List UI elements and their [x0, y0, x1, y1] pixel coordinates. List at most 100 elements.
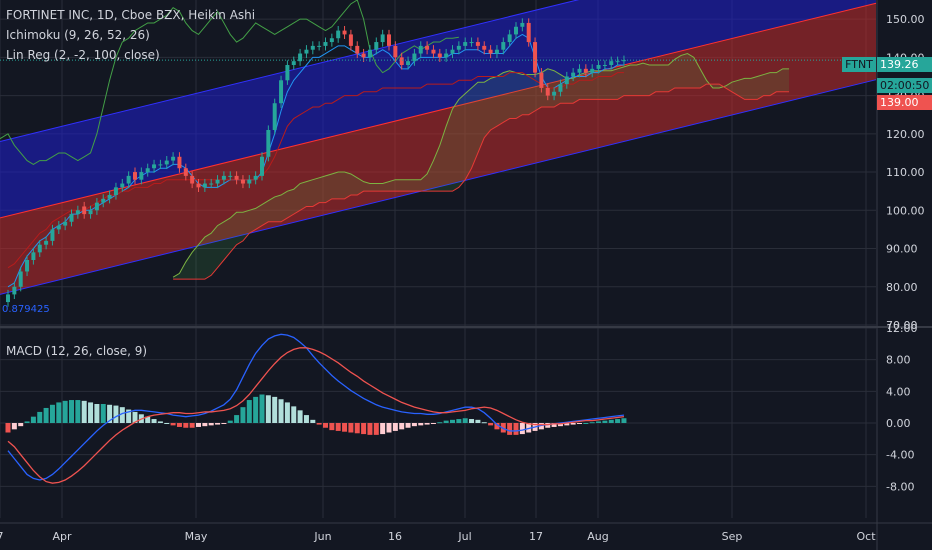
candle-body [507, 34, 512, 43]
macd-histogram-bar [259, 394, 265, 423]
candle-body [393, 45, 398, 58]
macd-histogram-bar [132, 411, 138, 423]
macd-histogram-bar [170, 423, 176, 426]
macd-histogram-bar [323, 423, 328, 428]
candle-body [272, 103, 277, 130]
macd-histogram-bar [577, 423, 582, 424]
candle-body [152, 164, 157, 169]
macd-histogram-bar [215, 423, 221, 425]
price-axis-label: 120.00 [886, 128, 925, 141]
candle-body [583, 68, 588, 73]
linreg-legend[interactable]: Lin Reg (2, -2, 100, close) [6, 48, 160, 62]
candle-body [126, 175, 131, 184]
macd-histogram-bar [564, 423, 570, 426]
level-tag: 139.00 [877, 95, 932, 110]
macd-histogram-bar [621, 418, 627, 423]
macd-histogram-bar [94, 404, 100, 423]
candle-body [291, 61, 296, 65]
macd-histogram-bar [227, 420, 233, 423]
candle-body [609, 61, 614, 65]
candle-body [406, 61, 411, 65]
macd-histogram-bar [615, 419, 621, 423]
candle-body [82, 206, 87, 215]
candle-body [177, 156, 182, 169]
macd-histogram-bar [75, 400, 81, 423]
candle-body [355, 45, 360, 54]
price-axis-label: 110.00 [886, 166, 925, 179]
macd-histogram-bar [88, 402, 94, 423]
time-axis-label: Aug [587, 530, 608, 543]
candle-body [514, 26, 518, 35]
macd-axis-label: 12.00 [886, 322, 918, 335]
macd-histogram-bar [411, 423, 417, 427]
candle-body [228, 175, 233, 177]
macd-histogram-bar [424, 423, 430, 425]
symbol-tag: FTNT [842, 57, 876, 72]
macd-histogram-bar [348, 423, 354, 433]
macd-histogram-bar [81, 400, 87, 423]
candle-body [139, 172, 144, 180]
candle-body [164, 160, 169, 165]
macd-histogram-bar [557, 423, 563, 427]
candle-body [552, 91, 557, 96]
macd-histogram-bar [303, 415, 309, 423]
candle-body [56, 225, 61, 230]
macd-axis-label: -4.00 [886, 449, 914, 462]
macd-histogram-bar [481, 422, 487, 424]
candle-body [520, 22, 525, 27]
macd-line [7, 333, 625, 481]
candle-body [444, 53, 449, 58]
macd-histogram-bar [608, 419, 614, 423]
macd-histogram-bar [488, 423, 494, 426]
macd-axis-label: 4.00 [886, 385, 911, 398]
candle-body [18, 271, 23, 287]
macd-histogram-bar [443, 420, 449, 423]
macd-signal-line [7, 347, 625, 484]
candle-body [145, 168, 150, 173]
macd-histogram-bar [278, 399, 284, 423]
candle-body [361, 53, 366, 58]
candle-body [202, 183, 207, 188]
candle-body [240, 179, 245, 184]
macd-legend[interactable]: MACD (12, 26, close, 9) [6, 344, 148, 358]
macd-histogram-bar [164, 423, 170, 424]
candle-body [120, 183, 125, 188]
candle-body [247, 179, 252, 184]
macd-histogram-bar [551, 423, 557, 427]
macd-histogram-bar [361, 423, 367, 435]
candle-body [310, 45, 315, 50]
macd-axis-label: 0.00 [886, 417, 911, 430]
ichimoku-legend[interactable]: Ichimoku (9, 26, 52, 26) [6, 28, 150, 42]
candle-body [374, 42, 379, 50]
candle-body [412, 53, 417, 62]
candle-body [215, 179, 220, 184]
ichimoku-cloud [173, 53, 790, 280]
macd-histogram-bar [234, 415, 240, 423]
candle-body [158, 164, 163, 166]
price-axis-label: 100.00 [886, 204, 925, 217]
macd-histogram-bar [354, 423, 360, 434]
candle-body [37, 244, 42, 253]
macd-histogram-bar [37, 411, 43, 423]
macd-histogram-bar [583, 423, 589, 424]
candle-body [323, 42, 328, 46]
linreg-start-label: 0.879425 [2, 304, 50, 315]
candle-body [590, 68, 595, 73]
price-axis-label: 90.00 [886, 243, 918, 256]
macd-histogram-bar [126, 409, 132, 423]
macd-histogram-bar [519, 423, 525, 435]
candle-body [418, 45, 423, 54]
candle-body [482, 45, 487, 50]
time-axis-label: Jun [313, 530, 331, 543]
macd-histogram-bar [596, 421, 602, 423]
candle-body [183, 168, 188, 176]
macd-histogram-bar [240, 407, 246, 423]
macd-histogram-bar [18, 423, 24, 427]
candle-body [545, 87, 550, 96]
time-axis-label: 17 [529, 530, 543, 543]
macd-histogram-bar [342, 423, 348, 432]
candle-body [50, 229, 55, 241]
candle-body [469, 42, 474, 44]
price-axis-label: 70.00 [886, 319, 918, 332]
